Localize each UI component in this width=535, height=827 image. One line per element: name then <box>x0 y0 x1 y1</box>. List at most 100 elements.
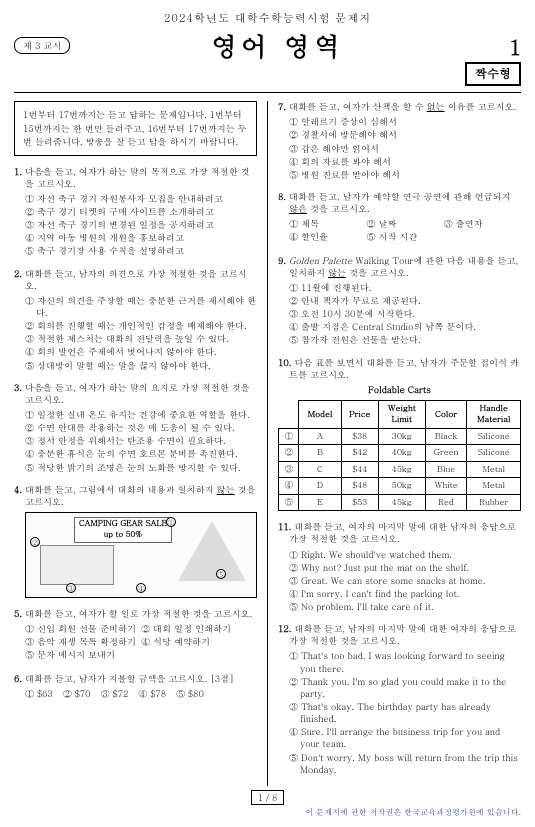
q11-c3: ③ Great. We can store some snacks at hom… <box>289 575 521 587</box>
q12-c3: ③ That's okay. The birthday party has al… <box>289 701 521 725</box>
listening-notice: 1번부터 17번까지는 듣고 답하는 문제입니다. 1번부터 15번까지는 한 … <box>14 101 257 156</box>
q1-c5: ⑤ 축구 경기장 사용 수칙을 설명하려고 <box>25 245 257 257</box>
q6-c3: ③ $72 <box>101 688 129 700</box>
q11-c5: ⑤ No problem. I'll take care of it. <box>289 601 521 613</box>
q8-c1: ① 제목 <box>289 218 366 230</box>
q3-c5: ⑤ 적당한 밝기의 조명은 눈의 노화를 방지할 수 있다. <box>25 462 257 474</box>
q1-c4: ④ 지역 아동 병원의 개원을 홍보하려고 <box>25 232 257 244</box>
q1-c2: ② 축구 경기 티켓의 구매 사이트를 소개하려고 <box>25 206 257 218</box>
q12-text: 대화를 듣고, 남자의 마지막 말에 대한 여자의 응답으로 가장 적절한 것을… <box>289 622 516 647</box>
period-box: 제 3 교시 <box>14 37 70 54</box>
q8-c5: ⑤ 시작 시간 <box>366 231 443 243</box>
question-1: 1. 다음을 듣고, 여자가 하는 말의 목적으로 가장 적절한 것을 고르시오… <box>14 166 257 258</box>
q5-c1: ① 신입 회원 선물 준비하기 <box>25 623 141 635</box>
q1-c3: ③ 자선 축구 경기의 변경된 일정을 공지하려고 <box>25 219 257 231</box>
q4-circ3: ③ <box>66 583 76 593</box>
q4-circ4: ④ <box>136 583 146 593</box>
q8-c4: ④ 할인율 <box>289 231 366 243</box>
q11-c1: ① Right. We should've watched them. <box>289 549 521 561</box>
oddeven-box: 짝수형 <box>465 62 521 86</box>
q7-c2: ② 경찰서에 방문해야 해서 <box>289 129 521 141</box>
q2-c5: ⑤ 상대방이 말할 때는 말을 끊지 않아야 한다. <box>25 360 257 372</box>
q3-c4: ④ 충분한 휴식은 눈의 수면 호르몬 분비를 촉진한다. <box>25 448 257 460</box>
question-7: 7. 대화를 듣고, 여자가 산책을 할 수 없는 이유를 고르시오. ① 알레… <box>278 101 521 181</box>
q4-circ1: ① <box>166 517 176 527</box>
q8-text: 대화를 듣고, 남자가 예약할 연극 공연에 관해 언급되지 않은 것을 고르시… <box>289 190 511 215</box>
q9-c3: ③ 오전 10시 30분에 시작한다. <box>289 308 521 320</box>
q5-c4: ④ 식당 예약하기 <box>141 636 257 648</box>
q7-c3: ③ 갑은 해야만 읽어서 <box>289 143 521 155</box>
header: 2024학년도 대학수학능력시험 문제지 제 3 교시 영어 영역 1 짝수형 <box>14 12 521 86</box>
question-9: 9. Golden Palette Walking Tour에 관한 다음 내용… <box>278 255 521 347</box>
q6-c2: ② $70 <box>63 688 91 700</box>
question-8: 8. 대화를 듣고, 남자가 예약할 연극 공연에 관해 언급되지 않은 것을 … <box>278 191 521 245</box>
q6-c5: ⑤ $80 <box>176 688 204 700</box>
q7-c1: ① 알레르기 증상이 심해서 <box>289 116 521 128</box>
q2-c2: ② 회의를 진행할 때는 개인적인 감정을 배제해야 한다. <box>25 320 257 332</box>
q10-text: 다음 표를 보면서 대화를 듣고, 남자가 주문할 접이식 카트를 고르시오. <box>289 356 519 381</box>
q7-c4: ④ 회의 자료를 봐야 해서 <box>289 156 521 168</box>
q5-c3: ③ 음악 재생 목록 확정하기 <box>25 636 141 648</box>
q12-c5: ⑤ Don't worry. My boss will return from … <box>289 752 521 776</box>
q11-c4: ④ I'm sorry. I can't find the parking lo… <box>289 588 521 600</box>
q10-caption: Foldable Carts <box>278 384 521 396</box>
columns: 1번부터 17번까지는 듣고 답하는 문제입니다. 1번부터 15번까지는 한 … <box>14 101 521 786</box>
q5-c5: ⑤ 문자 메시지 보내기 <box>25 649 141 661</box>
q5-c2: ② 대회 일정 인쇄하기 <box>141 623 257 635</box>
q4-image: CAMPING GEAR SALE up to 50% ① ② ③ ④ ⑤ <box>25 512 257 598</box>
question-6: 6. 대화를 듣고, 남자가 지불할 금액을 고르시오. [3점] ① $63 … <box>14 673 257 700</box>
question-11: 11. 대화를 듣고, 여자의 마지막 말에 대한 남자의 응답으로 가장 적절… <box>278 521 521 613</box>
question-3: 3. 다음을 듣고, 여자가 하는 말의 요지로 가장 적절한 것을 고르시오.… <box>14 382 257 474</box>
q5-text: 대화를 듣고, 여자가 할 일로 가장 적절한 것을 고르시오. <box>25 607 252 620</box>
q4-circ2: ② <box>30 537 40 547</box>
q11-text: 대화를 듣고, 여자의 마지막 말에 대한 남자의 응답으로 가장 적절한 것을… <box>289 520 516 545</box>
subject-title: 영어 영역 <box>211 29 344 64</box>
th-color: Color <box>425 400 467 428</box>
q2-text: 대화를 듣고, 남자의 의견으로 가장 적절한 것을 고르시오. <box>25 267 247 292</box>
th-model: Model <box>299 400 341 428</box>
header-rule <box>14 92 521 93</box>
q12-c1: ① That's too bad. I was looking forward … <box>289 650 521 674</box>
q3-c2: ② 수면 안대를 착용하는 것은 매 도움이 될 수 있다. <box>25 422 257 434</box>
footer-page: 1／8 <box>14 792 521 804</box>
question-5: 5. 대화를 듣고, 여자가 할 일로 가장 적절한 것을 고르시오. ① 신입… <box>14 608 257 663</box>
q8-c3: ③ 출연자 <box>444 218 521 230</box>
q4-circ5: ⑤ <box>216 569 226 579</box>
q2-c1: ① 자신의 의견을 주장할 때는 충분한 근거를 제시해야 한다. <box>25 295 257 319</box>
question-4: 4. 대화를 듣고, 그림에서 대화의 내용과 일치하지 않는 것을 고르시오.… <box>14 484 257 598</box>
q8-c2: ② 날짜 <box>366 218 443 230</box>
th-weight: Weight Limit <box>378 400 425 428</box>
q9-c1: ① 11월에 진행된다. <box>289 282 521 294</box>
th-handle: Handle Material <box>467 400 521 428</box>
q7-c5: ⑤ 병원 진료를 받아야 해서 <box>289 169 521 181</box>
q6-c4: ④ $78 <box>138 688 166 700</box>
tent-shape <box>178 521 246 581</box>
q11-c2: ② Why not? Just put the mat on the shelf… <box>289 562 521 574</box>
th-price: Price <box>341 400 378 428</box>
q2-c4: ④ 회의 발언은 주제에서 벗어나지 않아야 한다. <box>25 346 257 358</box>
q12-c4: ④ Sure. I'll arrange the business trip f… <box>289 726 521 750</box>
q3-c3: ③ 정서 안정을 위해서는 탄조용 수면이 필요하다. <box>25 435 257 447</box>
q3-text: 다음을 듣고, 여자가 하는 말의 요지로 가장 적절한 것을 고르시오. <box>25 381 250 406</box>
question-10: 10. 다음 표를 보면서 대화를 듣고, 남자가 주문할 접이식 카트를 고르… <box>278 357 521 512</box>
q3-c1: ① 일정한 실내 온도 유지는 건강에 중요한 역할을 한다. <box>25 409 257 421</box>
q9-c2: ② 안내 책자가 무료로 제공된다. <box>289 295 521 307</box>
q6-c1: ① $63 <box>25 688 53 700</box>
right-column: 7. 대화를 듣고, 여자가 산책을 할 수 없는 이유를 고르시오. ① 알레… <box>267 101 521 786</box>
q6-text: 대화를 듣고, 남자가 지불할 금액을 고르시오. [3점] <box>25 672 234 685</box>
q1-c1: ① 자선 축구 경기 자원봉사자 모집을 안내하려고 <box>25 193 257 205</box>
page-number-top: 1 <box>481 33 521 60</box>
q7-text: 대화를 듣고, 여자가 산책을 할 수 없는 이유를 고르시오. <box>289 100 516 113</box>
question-2: 2. 대화를 듣고, 남자의 의견으로 가장 적절한 것을 고르시오. ① 자신… <box>14 268 257 372</box>
table-shape <box>40 545 114 585</box>
q4-banner: CAMPING GEAR SALE up to 50% <box>74 517 172 543</box>
q12-c2: ② Thank you. I'm so glad you could make … <box>289 676 521 700</box>
footer-copyright: 이 문제지에 관한 저작권은 한국교육과정평가원에 있습니다. <box>14 808 521 819</box>
q9-text: Golden Palette Walking Tour에 관한 다음 내용을 듣… <box>289 254 518 279</box>
q9-c4: ④ 출발 지점은 Central Studio의 남쪽 문이다. <box>289 321 521 333</box>
q4-text: 대화를 듣고, 그림에서 대화의 내용과 일치하지 않는 것을 고르시오. <box>25 483 256 508</box>
q9-c5: ⑤ 참가자 전원은 선물을 받는다. <box>289 334 521 346</box>
q2-c3: ③ 적절한 제스처는 대화의 전달력을 높일 수 있다. <box>25 333 257 345</box>
left-column: 1번부터 17번까지는 듣고 답하는 문제입니다. 1번부터 15번까지는 한 … <box>14 101 257 786</box>
q1-text: 다음을 듣고, 여자가 하는 말의 목적으로 가장 적절한 것을 고르시오. <box>25 165 250 190</box>
